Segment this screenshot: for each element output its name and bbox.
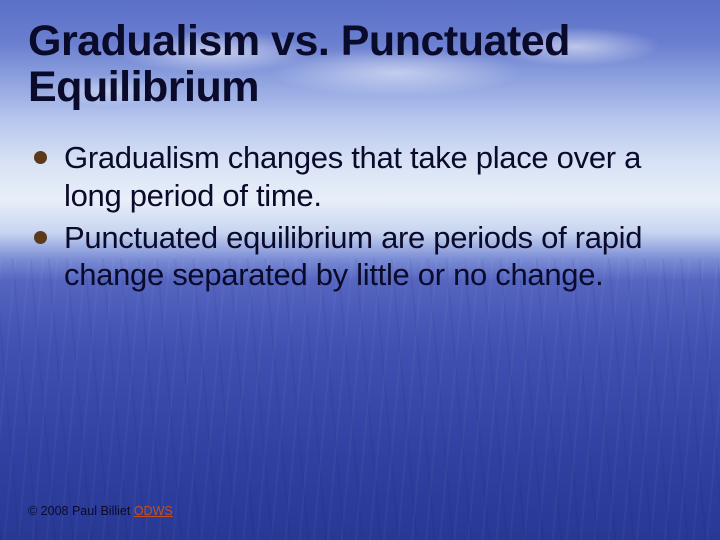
slide-content: Gradualism vs. Punctuated Equilibrium Gr… bbox=[0, 0, 720, 294]
bullet-list: Gradualism changes that take place over … bbox=[28, 139, 692, 294]
slide-background: Gradualism vs. Punctuated Equilibrium Gr… bbox=[0, 0, 720, 540]
title-line-1: Gradualism vs. Punctuated bbox=[28, 17, 570, 65]
footer-link[interactable]: ODWS bbox=[134, 504, 173, 518]
slide-footer: © 2008 Paul Billiet ODWS bbox=[28, 504, 173, 518]
list-item: Gradualism changes that take place over … bbox=[34, 139, 692, 215]
copyright-text: © 2008 Paul Billiet bbox=[28, 504, 134, 518]
title-line-2: Equilibrium bbox=[28, 63, 259, 111]
slide-title: Gradualism vs. Punctuated Equilibrium bbox=[28, 18, 692, 111]
list-item: Punctuated equilibrium are periods of ra… bbox=[34, 219, 692, 295]
